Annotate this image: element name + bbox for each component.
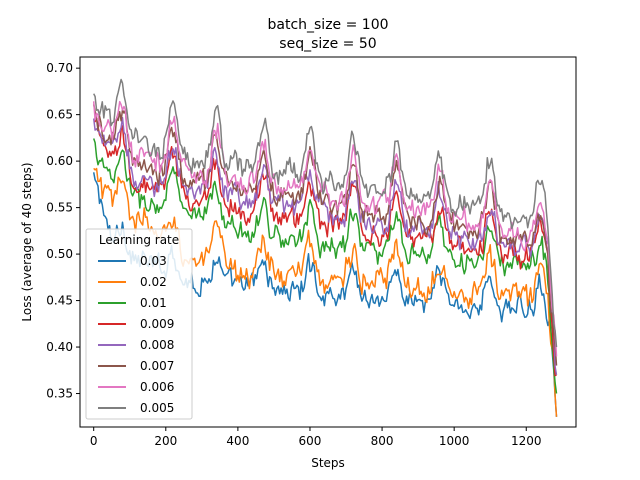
x-tick-label: 0 [90, 434, 98, 448]
plot-frame [79, 56, 577, 428]
y-tick-label: 0.60 [46, 154, 73, 168]
x-axis-label: Steps [311, 456, 345, 470]
legend-box [85, 228, 193, 420]
legend-label: 0.007 [140, 359, 174, 373]
x-tick-label: 1200 [511, 434, 542, 448]
y-tick-label: 0.40 [46, 340, 73, 354]
y-tick-label: 0.50 [46, 247, 73, 261]
legend-label: 0.01 [140, 296, 167, 310]
y-tick-label: 0.55 [46, 201, 73, 215]
series-line-0_009 [93, 117, 557, 377]
legend: Learning rate 0.03 0.02 0.01 0.009 0.008 0.00… [85, 228, 193, 420]
x-tick-label: 400 [226, 434, 249, 448]
series-line-0_008 [92, 116, 558, 376]
legend-label: 0.008 [140, 338, 174, 352]
y-axis: 0.35 0.40 0.45 0.50 0.55 0.60 0.65 0.70 [46, 61, 80, 401]
chart-title: batch_size = 100 [267, 17, 388, 33]
x-axis: 0 200 400 600 800 1000 1200 [90, 427, 542, 448]
legend-label: 0.009 [140, 317, 174, 331]
series-line-0_02 [93, 167, 558, 417]
y-axis-label: Loss (average of 40 steps) [20, 162, 34, 321]
legend-label: 0.006 [140, 380, 174, 394]
y-tick-label: 0.35 [46, 387, 73, 401]
legend-title: Learning rate [99, 233, 179, 247]
legend-label: 0.03 [140, 254, 167, 268]
x-tick-label: 600 [299, 434, 322, 448]
legend-label: 0.02 [140, 275, 167, 289]
y-tick-label: 0.65 [46, 108, 73, 122]
y-tick-label: 0.45 [46, 294, 73, 308]
chart-subtitle: seq_size = 50 [279, 36, 376, 52]
y-tick-label: 0.70 [46, 61, 73, 75]
series-line-0_005 [93, 78, 558, 348]
legend-items: 0.03 0.02 0.01 0.009 0.008 0.007 0.006 0.005 [98, 254, 174, 415]
x-tick-label: 800 [371, 434, 394, 448]
x-tick-label: 200 [154, 434, 177, 448]
x-tick-label: 1000 [439, 434, 470, 448]
legend-label: 0.005 [140, 401, 174, 415]
